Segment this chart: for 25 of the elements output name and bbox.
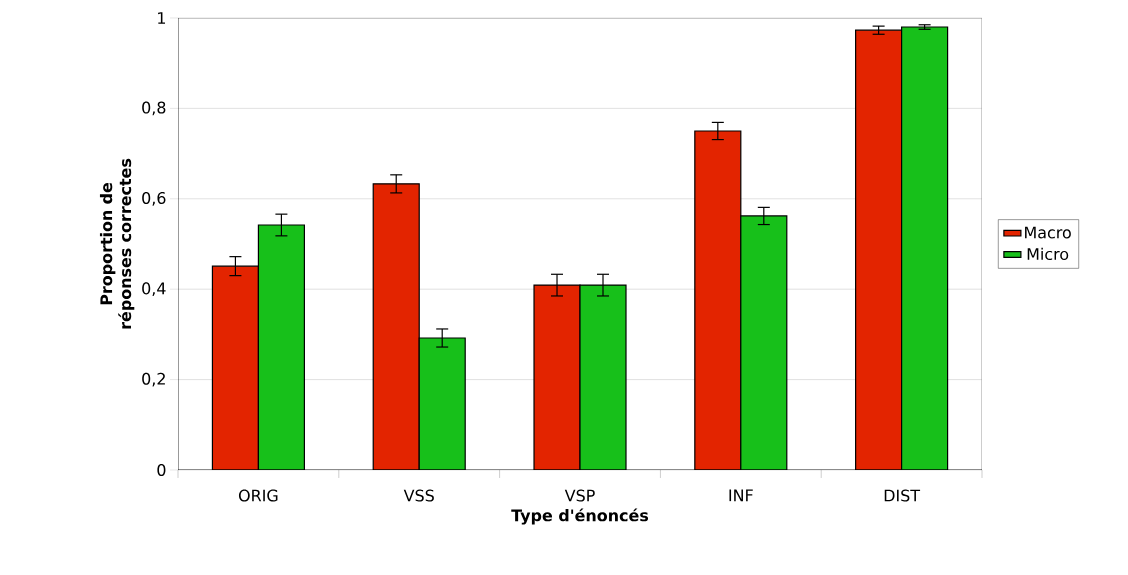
x-axis-title: Type d'énoncés (511, 508, 649, 525)
x-tick-label: ORIG (238, 489, 278, 502)
y-tick-label: 0,6 (142, 191, 166, 206)
bar (373, 183, 420, 470)
x-tick-label: VSS (403, 489, 434, 502)
bar (212, 266, 259, 470)
legend-label: Macro (1025, 226, 1071, 239)
y-axis-title: Proportion de réponses correctes (99, 158, 135, 329)
y-tick-label: 0,2 (142, 372, 165, 387)
bar (694, 130, 741, 470)
bar (534, 285, 581, 470)
y-tick-label: 0 (157, 463, 166, 477)
bar (258, 225, 305, 470)
bar (419, 338, 466, 470)
x-tick-label: VSP (564, 489, 595, 502)
y-tick-label: 0,8 (142, 101, 166, 116)
bar (855, 29, 903, 470)
bar (901, 26, 949, 470)
y-tick-label: 0,4 (142, 282, 166, 297)
x-tick-label: INF (729, 489, 753, 502)
bar (580, 285, 626, 470)
legend-label: Micro (1027, 247, 1069, 261)
y-tick-label: 1 (158, 12, 166, 24)
x-tick-label: DIST (884, 489, 921, 502)
bar (740, 215, 787, 470)
